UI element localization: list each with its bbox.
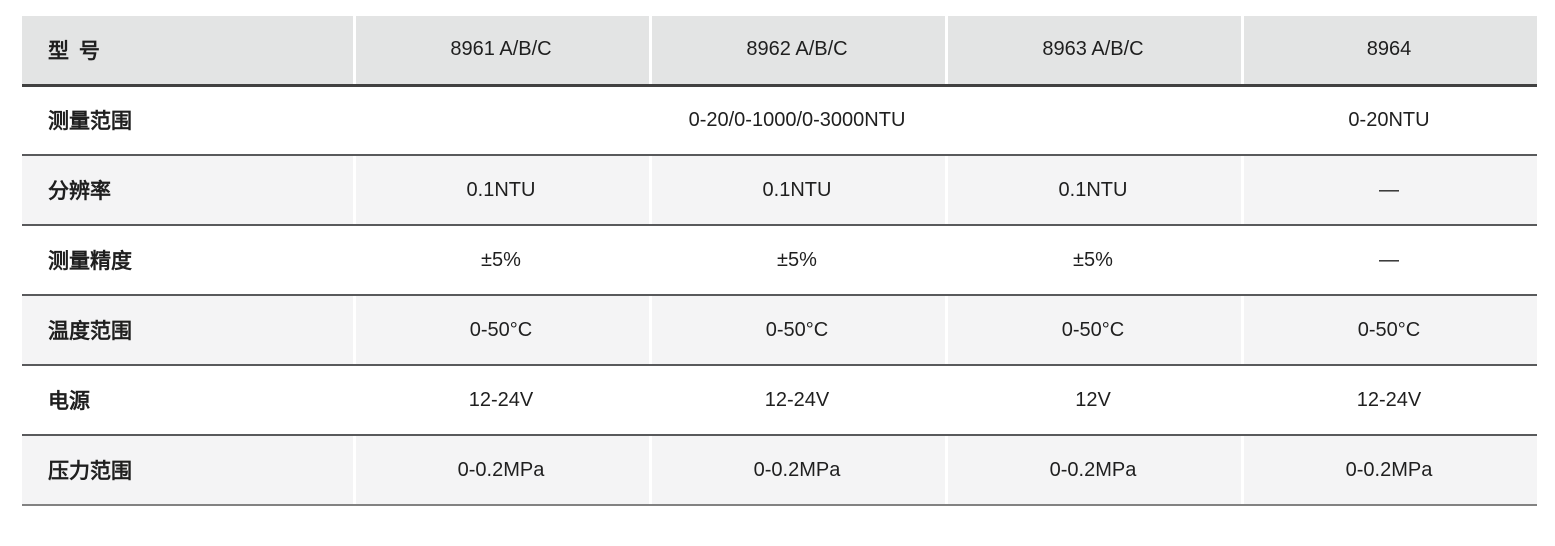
cell-value: 12V [945,364,1241,435]
cell-measurement-range-merged: 0-20/0-1000/0-3000NTU [353,85,1241,155]
row-label: 压力范围 [22,434,353,505]
cell-value: 0-50°C [1241,294,1537,365]
cell-value: 0-50°C [945,294,1241,365]
cell-value: 0-0.2MPa [1241,434,1537,505]
header-cell-model-4: 8964 [1241,16,1537,87]
row-accuracy: 测量精度 ±5% ±5% ±5% — [22,224,1537,295]
header-cell-model-2: 8962 A/B/C [649,16,945,87]
product-spec-table: 型 号 8961 A/B/C 8962 A/B/C 8963 A/B/C 896… [22,16,1537,506]
row-temperature-range: 温度范围 0-50°C 0-50°C 0-50°C 0-50°C [22,294,1537,365]
cell-value: ±5% [649,224,945,295]
cell-value: 12-24V [649,364,945,435]
cell-value: 0.1NTU [353,154,649,225]
row-pressure-range: 压力范围 0-0.2MPa 0-0.2MPa 0-0.2MPa 0-0.2MPa [22,434,1537,505]
row-resolution: 分辨率 0.1NTU 0.1NTU 0.1NTU — [22,154,1537,225]
row-label: 温度范围 [22,294,353,365]
row-label: 分辨率 [22,154,353,225]
cell-value: 0-50°C [649,294,945,365]
header-cell-model-1: 8961 A/B/C [353,16,649,87]
cell-value: ±5% [353,224,649,295]
cell-value: 0.1NTU [945,154,1241,225]
cell-value: 0-0.2MPa [945,434,1241,505]
cell-value: 0-0.2MPa [649,434,945,505]
cell-value: ±5% [945,224,1241,295]
header-cell-model-3: 8963 A/B/C [945,16,1241,87]
row-label: 测量范围 [48,110,132,134]
cell-value: 0-50°C [353,294,649,365]
cell-value: 0-0.2MPa [353,434,649,505]
row-label: 电源 [22,364,353,435]
cell-measurement-range-8964: 0-20NTU [1241,85,1537,155]
cell-value: 12-24V [1241,364,1537,435]
row-power-supply: 电源 12-24V 12-24V 12V 12-24V [22,364,1537,435]
cell-value: 0.1NTU [649,154,945,225]
cell-value: — [1241,224,1537,295]
table-header-row: 型 号 8961 A/B/C 8962 A/B/C 8963 A/B/C 896… [22,16,1537,87]
cell-value: 12-24V [353,364,649,435]
header-model-label: 型 号 [22,16,353,87]
cell-value: — [1241,154,1537,225]
row-label: 测量精度 [22,224,353,295]
row-measurement-range: 测量范围 0-20/0-1000/0-3000NTU 0-20NTU [22,85,1537,155]
